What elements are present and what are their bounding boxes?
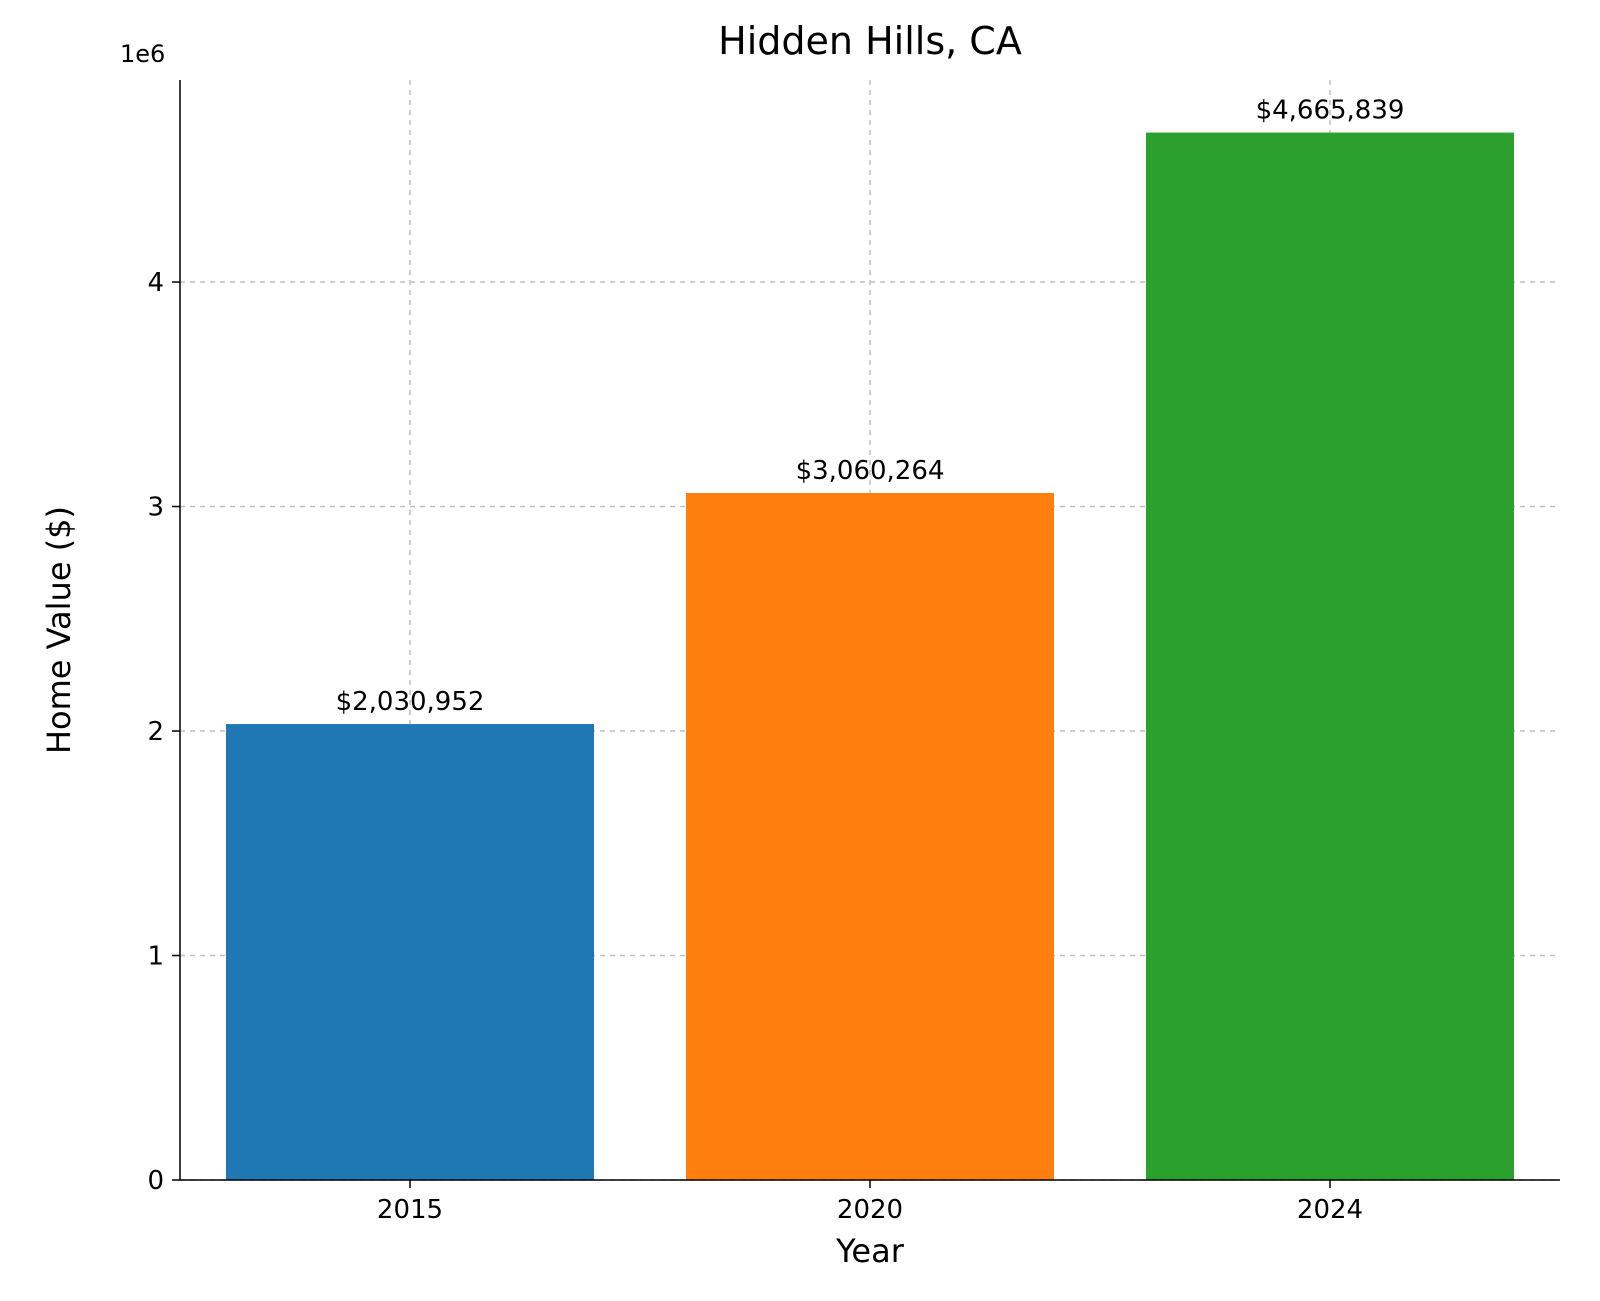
bar bbox=[686, 493, 1054, 1180]
bar-chart: $2,030,952 $3,060,264 $4,665,839 0 1 2 3 4 1e6 20… bbox=[0, 0, 1600, 1301]
bars: $2,030,952 $3,060,264 $4,665,839 bbox=[226, 96, 1514, 1180]
chart-container: $2,030,952 $3,060,264 $4,665,839 0 1 2 3 4 1e6 20… bbox=[0, 0, 1600, 1301]
bar-value-label: $3,060,264 bbox=[796, 456, 945, 486]
bar bbox=[1146, 133, 1514, 1180]
bar-value-label: $2,030,952 bbox=[336, 687, 485, 717]
x-tick-label: 2015 bbox=[377, 1195, 443, 1225]
y-tick-label: 1 bbox=[147, 942, 164, 972]
bar bbox=[226, 724, 594, 1180]
y-tick-label: 4 bbox=[147, 268, 164, 298]
x-tick-label: 2020 bbox=[837, 1195, 903, 1225]
bar-value-label: $4,665,839 bbox=[1256, 96, 1405, 126]
y-axis-exponent: 1e6 bbox=[120, 40, 165, 68]
x-axis-label: Year bbox=[835, 1232, 905, 1270]
y-tick-label: 0 bbox=[147, 1166, 164, 1196]
y-axis-label: Home Value ($) bbox=[40, 506, 78, 754]
y-ticks: 0 1 2 3 4 bbox=[147, 268, 180, 1196]
y-tick-label: 2 bbox=[147, 717, 164, 747]
chart-title: Hidden Hills, CA bbox=[718, 19, 1022, 63]
x-ticks: 2015 2020 2024 bbox=[377, 1180, 1363, 1225]
x-tick-label: 2024 bbox=[1297, 1195, 1363, 1225]
y-tick-label: 3 bbox=[147, 493, 164, 523]
